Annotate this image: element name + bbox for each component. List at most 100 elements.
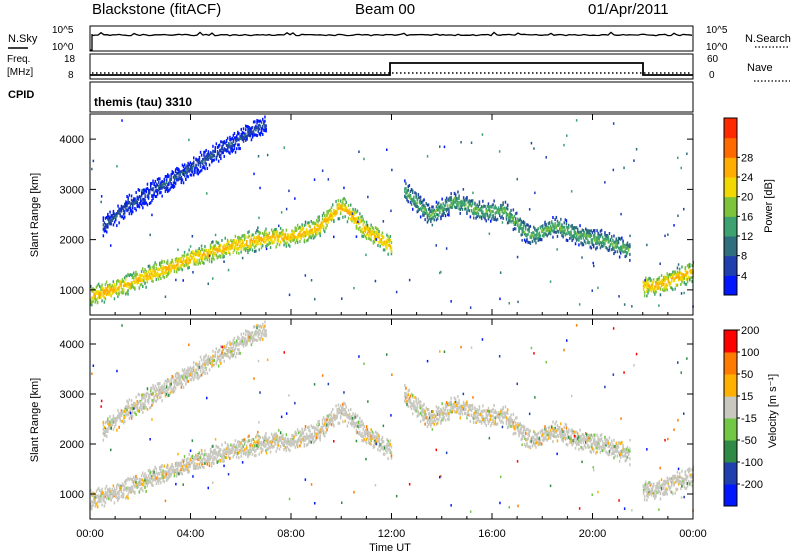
power-pixel — [493, 206, 495, 210]
power-pixel — [422, 211, 424, 215]
power-pixel — [570, 190, 573, 193]
power-pixel — [204, 245, 206, 248]
velocity-pixel — [347, 415, 350, 419]
power-pixel — [326, 213, 328, 217]
power-pixel — [254, 120, 256, 124]
power-pixel — [147, 270, 150, 274]
velocity-pixel — [260, 443, 263, 447]
power-pixel — [547, 232, 550, 236]
velocity-pixel — [354, 415, 357, 419]
power-pixel — [177, 178, 179, 182]
power-pixel — [418, 201, 421, 205]
power-pixel — [432, 209, 434, 213]
power-pixel — [483, 204, 485, 208]
power-pixel — [355, 226, 358, 230]
velocity-pixel — [164, 470, 167, 474]
power-pixel — [604, 231, 606, 235]
velocity-pixel — [294, 430, 297, 434]
power-pixel — [167, 175, 169, 179]
power-pixel — [146, 182, 149, 186]
power-pixel — [250, 132, 253, 136]
velocity-pixel — [305, 432, 308, 436]
power-pixel — [563, 229, 565, 233]
velocity-pixel — [215, 452, 217, 456]
velocity-pixel — [257, 444, 259, 448]
power-pixel — [354, 211, 357, 215]
power-pixel — [485, 207, 487, 211]
power-pixel — [119, 214, 121, 218]
power-pixel — [556, 219, 559, 223]
velocity-pixel — [115, 422, 117, 426]
power-pixel — [179, 258, 181, 262]
power-pixel — [501, 214, 503, 218]
power-pixel — [186, 256, 188, 259]
power-scatter — [90, 115, 694, 309]
velocity-pixel — [122, 410, 125, 414]
power-pixel — [412, 207, 414, 211]
power-pixel — [647, 291, 649, 295]
power-pixel — [280, 211, 283, 214]
power-pixel — [573, 226, 576, 229]
power-pixel — [238, 138, 240, 142]
velocity-pixel — [351, 421, 353, 425]
power-pixel — [339, 204, 342, 208]
velocity-pixel — [251, 447, 254, 451]
power-pixel — [294, 197, 296, 200]
velocity-pixel — [221, 455, 223, 459]
velocity-pixel — [201, 452, 204, 456]
power-pixel — [683, 291, 685, 295]
power-pixel — [222, 143, 224, 147]
power-pixel — [182, 168, 185, 172]
power-pixel — [240, 250, 242, 254]
power-pixel — [546, 234, 548, 238]
power-pixel — [139, 283, 142, 287]
power-pixel — [316, 223, 318, 227]
power-pixel — [594, 236, 596, 239]
velocity-pixel — [217, 459, 220, 463]
power-pixel — [389, 238, 392, 242]
power-pixel — [208, 259, 211, 263]
power-pixel — [154, 269, 156, 273]
power-pixel — [372, 231, 375, 234]
power-pixel — [170, 178, 172, 181]
power-pixel — [189, 253, 191, 257]
power-pixel — [171, 266, 173, 270]
power-pixel — [162, 185, 164, 189]
power-pixel — [100, 290, 102, 294]
power-pixel — [343, 208, 345, 212]
power-pixel — [214, 247, 216, 251]
power-pixel — [125, 292, 127, 296]
power-pixel — [164, 269, 167, 273]
power-pixel — [487, 217, 490, 221]
velocity-pixel — [282, 435, 284, 439]
velocity-pixel — [249, 443, 251, 447]
power-pixel — [168, 189, 170, 193]
power-pixel — [179, 265, 181, 269]
power-pixel — [119, 208, 121, 212]
power-pixel — [466, 210, 468, 214]
power-pixel — [465, 207, 467, 211]
power-pixel — [389, 235, 392, 238]
power-pixel — [241, 241, 243, 245]
power-pixel — [187, 252, 189, 256]
power-pixel — [216, 256, 219, 260]
velocity-pixel — [335, 404, 337, 408]
power-pixel — [93, 296, 95, 300]
velocity-pixel — [337, 411, 340, 415]
power-pixel — [241, 131, 244, 135]
power-pixel — [607, 235, 610, 239]
power-pixel — [117, 279, 119, 282]
power-pixel — [267, 242, 269, 246]
power-pixel — [344, 198, 346, 202]
power-pixel — [199, 250, 202, 253]
velocity-pixel — [206, 455, 208, 459]
power-pixel — [110, 214, 112, 218]
power-pixel — [355, 220, 358, 224]
power-pixel — [183, 263, 186, 267]
velocity-pixel — [343, 413, 345, 417]
velocity-pixel — [359, 423, 361, 427]
power-pixel — [260, 131, 263, 134]
power-pixel — [528, 229, 530, 233]
power-pixel — [151, 213, 153, 217]
power-pixel — [579, 224, 581, 228]
